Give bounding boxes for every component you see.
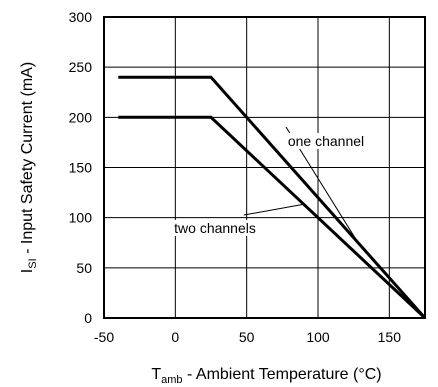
x-axis-title: Tamb - Ambient Temperature (°C) — [151, 366, 381, 386]
x-tick-label: 150 — [378, 329, 402, 345]
plot-frame — [103, 16, 426, 319]
annotations: one channel two channels — [172, 133, 367, 236]
y-tick-label: 150 — [69, 160, 93, 176]
y-axis-title-sub: SI — [27, 258, 39, 268]
series-line-0 — [118, 75, 427, 319]
y-tick-label: 50 — [76, 260, 92, 276]
y-tick-label: 200 — [69, 109, 93, 125]
annotation-label: one channel — [288, 133, 364, 149]
x-axis-title-rest: - Ambient Temperature (°C) — [183, 366, 382, 383]
y-tick-label: 300 — [69, 9, 93, 25]
y-axis-title: ISI - Input Safety Current (mA) — [19, 62, 39, 273]
x-tick-label: 50 — [239, 329, 255, 345]
annotation-leader — [243, 203, 304, 216]
x-axis-title-main: T — [151, 366, 161, 383]
x-tick-label: 100 — [306, 329, 330, 345]
y-tick-label: 100 — [69, 210, 93, 226]
x-axis-title-sub: amb — [161, 374, 182, 386]
x-tick-label: 0 — [171, 329, 179, 345]
y-tick-label: 0 — [84, 310, 92, 326]
y-tick-label: 250 — [69, 59, 93, 75]
grid — [104, 17, 425, 318]
series-line-1 — [118, 115, 427, 320]
series-layer — [118, 75, 427, 320]
y-axis-title-main: I — [19, 269, 36, 273]
x-tick-label: -50 — [94, 329, 114, 345]
annotation-label: two channels — [174, 220, 256, 236]
annotation-background — [285, 133, 367, 149]
annotation-background — [172, 220, 258, 236]
y-axis-title-rest: - Input Safety Current (mA) — [19, 62, 36, 259]
